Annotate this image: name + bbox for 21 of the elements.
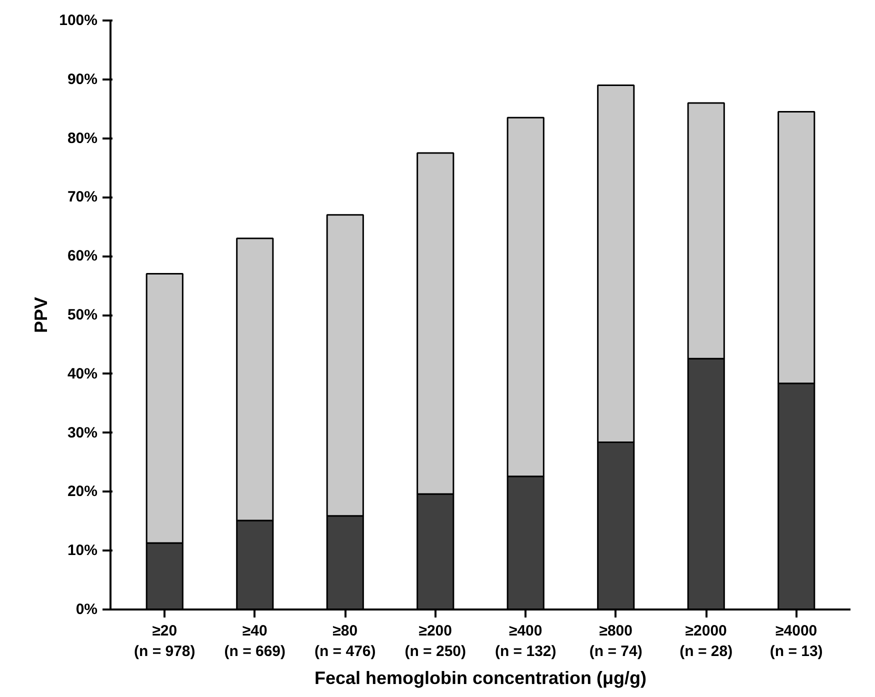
- y-tick-label: 0%: [76, 601, 98, 618]
- y-tick-label: 20%: [67, 483, 98, 500]
- x-tick-label: ≥40 (n = 669): [224, 622, 286, 660]
- x-tick-label: ≥2000 (n = 28): [680, 622, 733, 660]
- y-tick-label: 80%: [67, 130, 98, 147]
- x-tick-label: ≥800 (n = 74): [589, 622, 642, 660]
- y-tick-label: 30%: [67, 424, 98, 442]
- x-tick-label: ≥20 (n = 978): [134, 622, 196, 660]
- y-tick-label: 100%: [59, 12, 98, 29]
- x-axis-title: Fecal hemoglobin concentration (μg/g): [314, 668, 647, 688]
- y-tick-label: 40%: [67, 365, 98, 382]
- x-tick-label: ≥80 (n = 476): [314, 622, 376, 660]
- y-tick-label: 10%: [67, 542, 98, 560]
- x-tick-label: ≥400 (n = 132): [494, 622, 556, 660]
- y-axis-title: PPV: [31, 296, 52, 334]
- y-tick-label: 70%: [67, 188, 98, 206]
- y-tick-label: 60%: [67, 248, 98, 265]
- x-tick-label: ≥4000 (n = 13): [770, 622, 823, 660]
- y-tick-label: 90%: [67, 70, 98, 88]
- x-tick-label: ≥200 (n = 250): [404, 622, 466, 660]
- y-tick-label: 50%: [67, 306, 98, 324]
